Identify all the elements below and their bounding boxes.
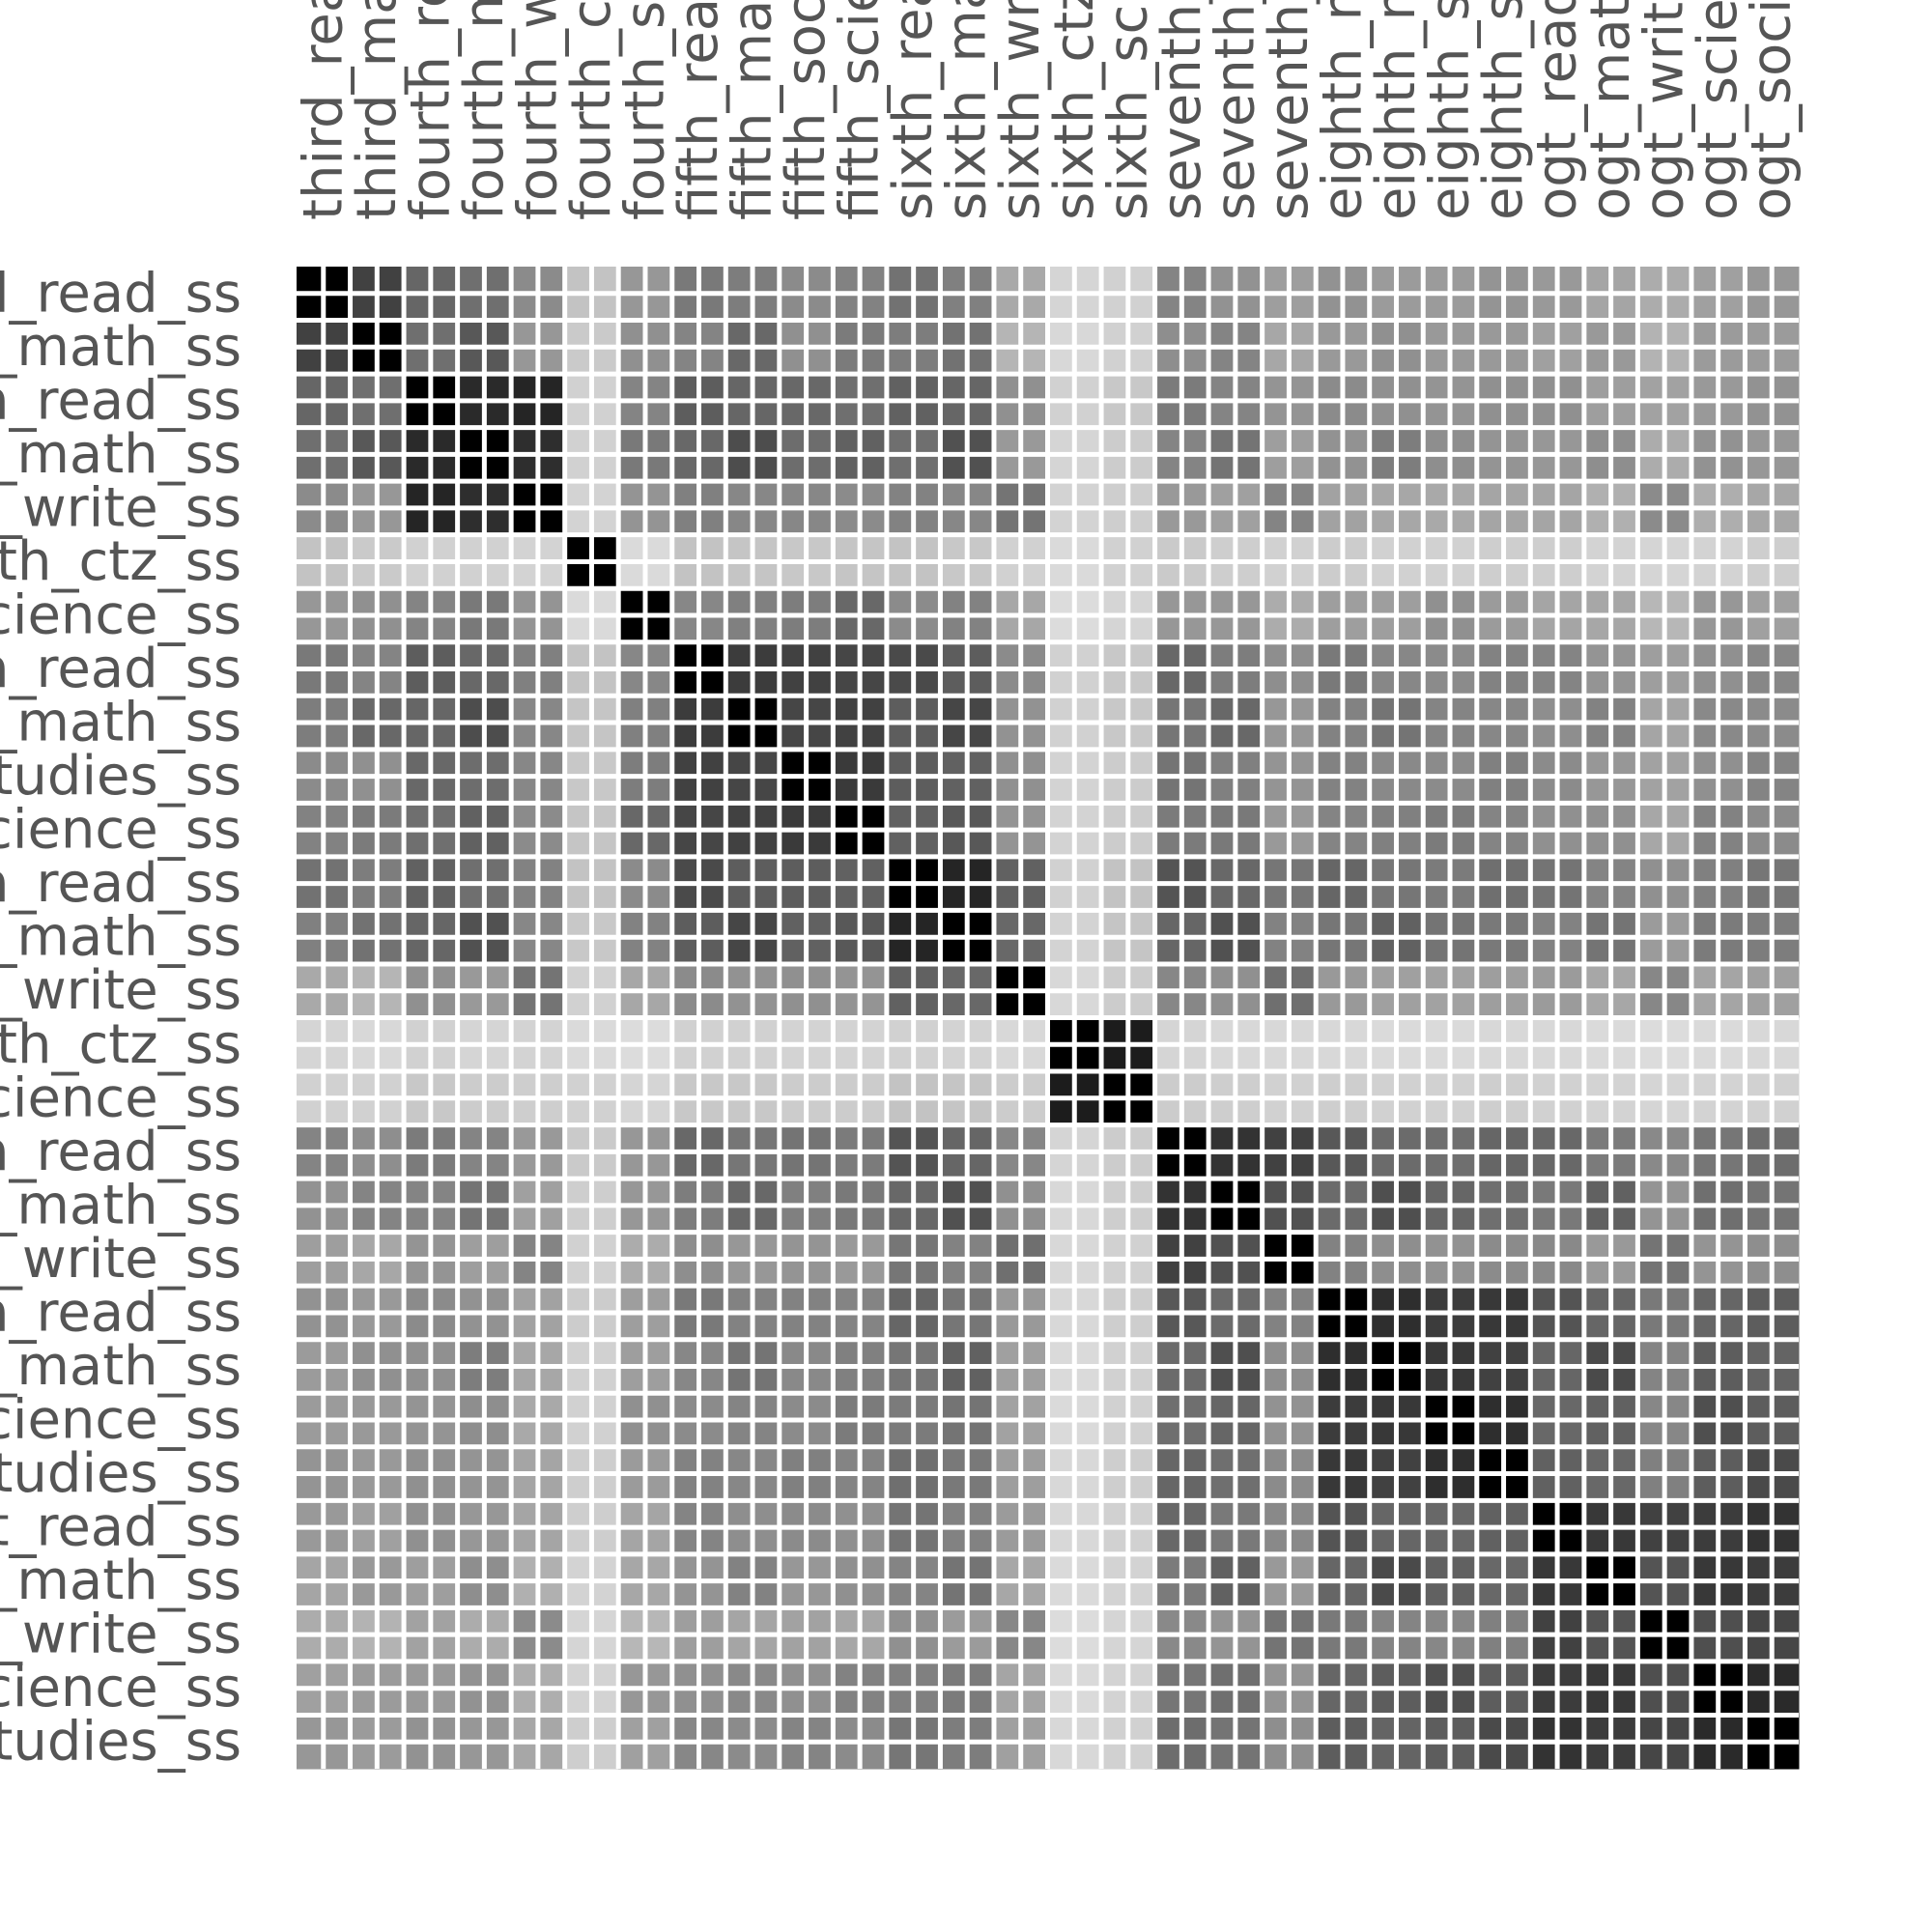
row-tick-labels: third_read_ssthird_math_ssfourth_read_ss…: [0, 262, 242, 1773]
column-tick-labels: third_read_ssthird_math_ssfourth_read_ss…: [292, 0, 1803, 220]
